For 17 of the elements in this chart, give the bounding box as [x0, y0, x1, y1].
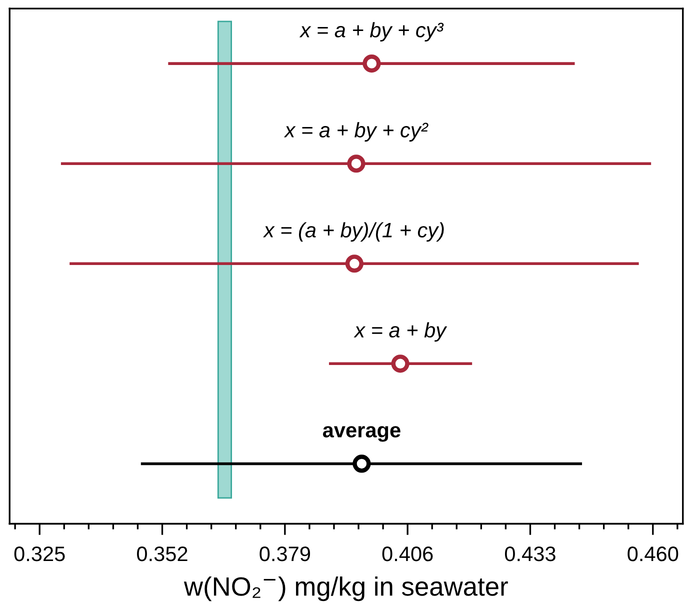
- x-tick-label: 0.352: [137, 546, 188, 562]
- point: [345, 254, 364, 273]
- y-tick-label: x = a + by + cy³: [299, 22, 444, 42]
- x-tick-label: 0.433: [504, 546, 556, 562]
- y-tick-label: x = (a + by)/(1 + cy): [263, 222, 444, 242]
- x-tick-label: 0.460: [628, 546, 678, 562]
- y-tick-label: x = a + by + cy²: [284, 122, 428, 142]
- point: [391, 354, 410, 373]
- point: [347, 154, 366, 173]
- x-axis-title: w(NO₂$^{−}$) mg/kg in seawater: [184, 576, 508, 602]
- x-tick-label: 0.379: [260, 546, 310, 562]
- y-tick-label: average: [322, 426, 400, 442]
- x-tick-label: 0.325: [14, 546, 65, 562]
- point: [362, 54, 381, 73]
- x-tick-label: 0.406: [382, 546, 433, 562]
- point: [352, 454, 371, 473]
- y-tick-label: x = a + by: [354, 322, 448, 342]
